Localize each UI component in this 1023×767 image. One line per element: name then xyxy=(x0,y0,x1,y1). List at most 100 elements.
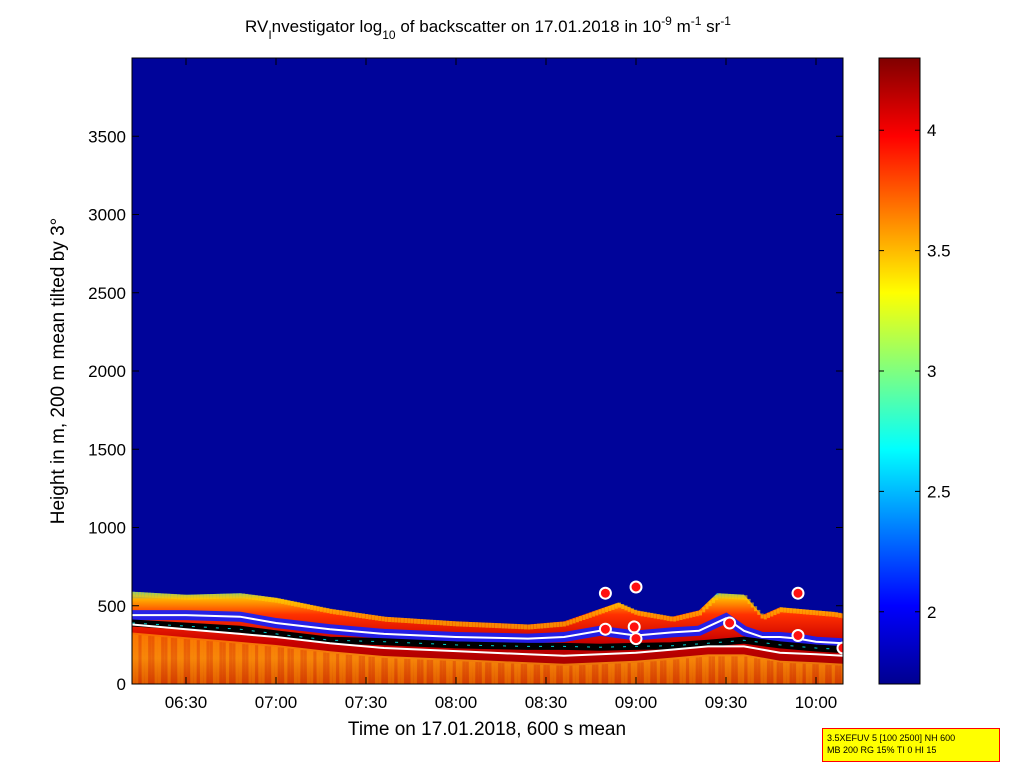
layer-top-highlight xyxy=(206,594,210,600)
texture-stripe xyxy=(303,650,307,684)
y-tick-label: 3500 xyxy=(88,127,126,146)
layer-top-highlight xyxy=(232,593,236,599)
texture-stripe xyxy=(294,649,297,684)
layer-top-highlight xyxy=(770,611,774,617)
texture-stripe xyxy=(174,638,178,684)
texture-stripe xyxy=(290,648,294,684)
layer-top-highlight xyxy=(332,609,336,615)
layer-top-highlight xyxy=(805,609,809,615)
colorbar-tick-label: 3 xyxy=(927,362,936,381)
texture-stripe xyxy=(715,656,719,684)
texture-stripe xyxy=(653,661,657,684)
layer-top-highlight xyxy=(478,622,482,628)
layer-top-highlight xyxy=(132,591,135,597)
texture-stripe xyxy=(138,635,142,684)
texture-stripe xyxy=(394,658,398,684)
texture-stripe xyxy=(501,663,505,684)
texture-stripe xyxy=(708,656,712,684)
texture-stripe xyxy=(255,645,259,684)
layer-top-highlight xyxy=(640,611,644,617)
layer-top-highlight xyxy=(702,607,706,613)
layer-top-highlight xyxy=(601,608,605,614)
layer-top-highlight xyxy=(812,610,816,616)
layer-top-highlight xyxy=(524,624,527,630)
layer-top-highlight xyxy=(271,597,275,603)
texture-stripe xyxy=(789,663,793,684)
texture-stripe xyxy=(196,640,200,684)
colorbar-tick-label: 3.5 xyxy=(927,242,951,261)
texture-stripe xyxy=(731,656,735,684)
texture-stripe xyxy=(170,637,174,684)
texture-stripe xyxy=(481,662,485,684)
texture-stripe xyxy=(621,663,625,684)
layer-top-highlight xyxy=(721,593,725,599)
layer-top-highlight xyxy=(582,615,586,620)
layer-top-highlight xyxy=(462,621,466,627)
layer-top-highlight xyxy=(773,610,777,616)
texture-stripe xyxy=(345,654,349,684)
layer-top-highlight xyxy=(608,606,612,611)
layer-top-highlight xyxy=(213,594,216,599)
texture-stripe xyxy=(342,654,346,684)
texture-stripe xyxy=(566,665,570,684)
texture-stripe xyxy=(407,659,411,684)
texture-stripe xyxy=(718,656,722,684)
texture-stripe xyxy=(530,664,534,684)
layer-top-highlight xyxy=(303,603,307,609)
texture-stripe xyxy=(660,660,664,684)
texture-stripe xyxy=(355,655,359,684)
texture-stripe xyxy=(676,659,680,684)
texture-stripe xyxy=(329,653,333,684)
layer-top-highlight xyxy=(543,623,547,629)
layer-top-highlight xyxy=(676,615,680,621)
texture-stripe xyxy=(686,658,689,684)
layer-top-highlight xyxy=(686,613,689,619)
texture-stripe xyxy=(689,658,693,684)
layer-top-highlight xyxy=(264,596,268,602)
texture-stripe xyxy=(634,662,638,684)
layer-top-highlight xyxy=(550,622,553,628)
texture-stripe xyxy=(145,635,148,684)
texture-stripe xyxy=(264,646,268,684)
texture-stripe xyxy=(741,656,745,684)
texture-stripe xyxy=(556,665,560,684)
texture-stripe xyxy=(316,651,320,684)
texture-stripe xyxy=(750,657,754,684)
layer-top-highlight xyxy=(391,617,395,623)
layer-top-highlight xyxy=(575,617,579,623)
texture-stripe xyxy=(783,662,787,684)
texture-stripe xyxy=(475,662,479,684)
layer-top-highlight xyxy=(631,608,634,614)
texture-stripe xyxy=(219,642,223,684)
texture-stripe xyxy=(433,660,437,684)
layer-top-highlight xyxy=(336,609,340,615)
texture-stripe xyxy=(524,664,527,684)
texture-stripe xyxy=(193,639,197,684)
texture-stripe xyxy=(656,660,660,684)
texture-stripe xyxy=(669,659,673,684)
texture-stripe xyxy=(238,643,242,684)
marker-point xyxy=(629,580,643,594)
layer-top-highlight xyxy=(238,593,242,599)
layer-top-highlight xyxy=(485,622,489,628)
texture-stripe xyxy=(776,662,780,684)
texture-stripe xyxy=(695,657,699,684)
layer-top-highlight xyxy=(319,606,323,612)
layer-top-highlight xyxy=(673,616,677,622)
layer-top-highlight xyxy=(760,613,764,619)
layer-top-highlight xyxy=(737,594,741,600)
texture-stripe xyxy=(213,641,216,684)
layer-top-highlight xyxy=(553,622,557,628)
layer-top-highlight xyxy=(196,594,200,600)
texture-stripe xyxy=(400,658,404,684)
texture-stripe xyxy=(443,660,446,684)
texture-stripe xyxy=(336,653,340,684)
texture-stripe xyxy=(300,649,304,684)
texture-stripe xyxy=(187,639,191,684)
layer-top-highlight xyxy=(666,615,670,621)
x-tick-label: 08:30 xyxy=(525,693,568,712)
title-rv-sub: I xyxy=(268,28,271,42)
texture-stripe xyxy=(734,656,738,684)
layer-top-highlight xyxy=(316,606,320,612)
